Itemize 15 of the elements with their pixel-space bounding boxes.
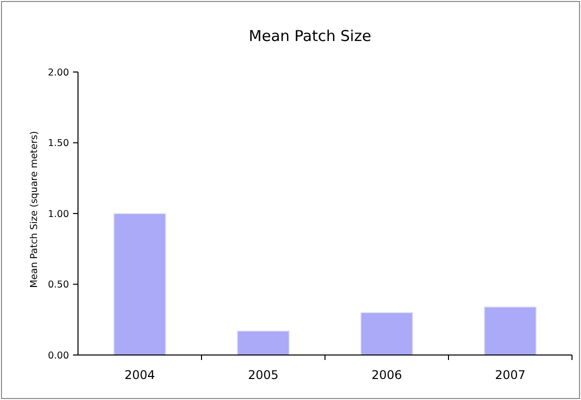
x-tick-label: 2006 (371, 368, 402, 382)
x-tick-label: 2005 (248, 368, 279, 382)
y-tick-label: 0.50 (48, 280, 69, 291)
x-tick-label: 2004 (124, 368, 156, 382)
x-tick-label: 2007 (494, 368, 526, 382)
y-tick-label: 1.00 (48, 208, 69, 220)
y-tick-label: 1.50 (48, 138, 69, 150)
bar (360, 312, 414, 356)
y-tick-label: 0.00 (48, 350, 69, 362)
bar (236, 330, 290, 356)
chart-title: Mean Patch Size (248, 27, 372, 45)
bar (113, 213, 166, 356)
y-axis-title: Mean Patch Size (square meters) (29, 131, 40, 288)
y-tick-label: 2.00 (48, 67, 69, 78)
bar (484, 306, 537, 356)
